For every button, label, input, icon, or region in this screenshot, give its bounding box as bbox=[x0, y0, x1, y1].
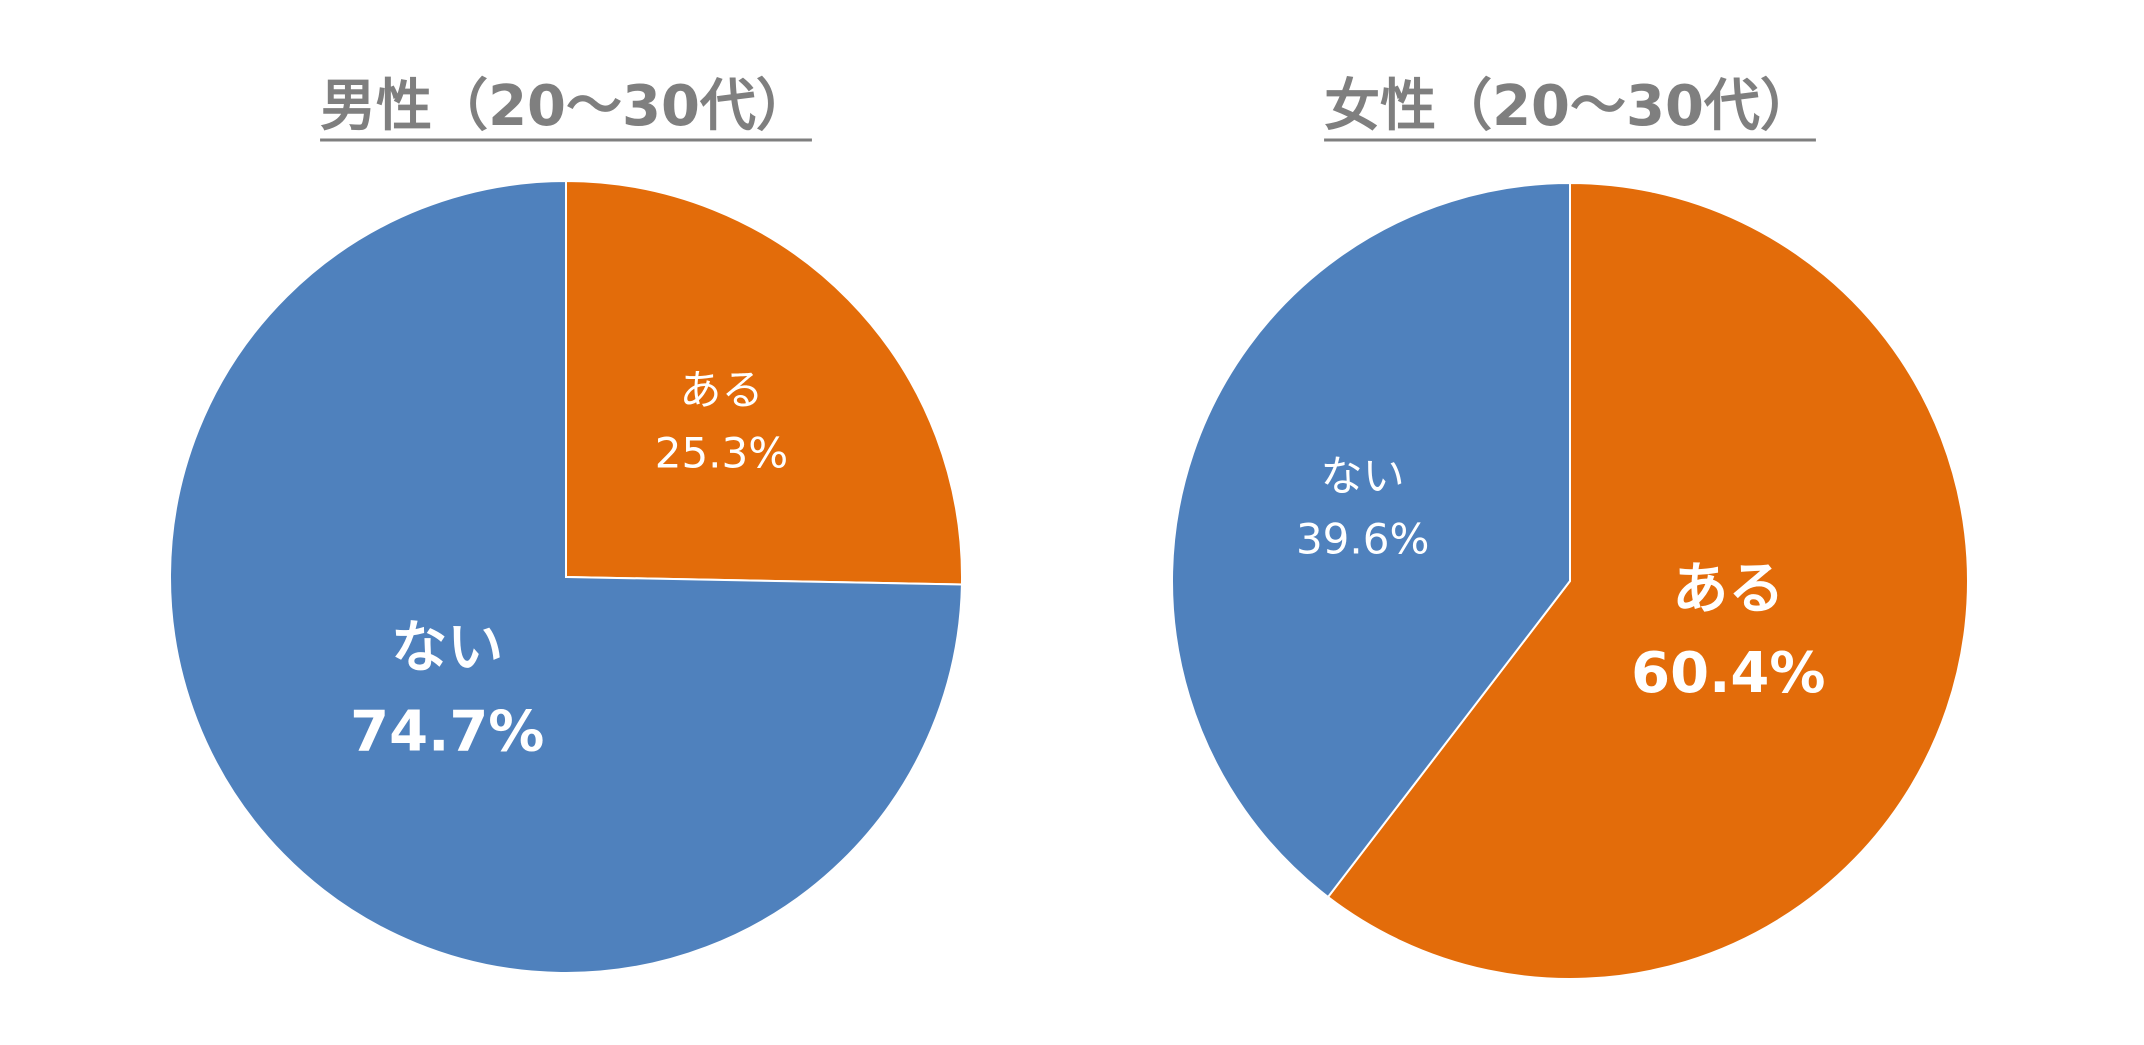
slice-category-label: ない bbox=[1321, 452, 1405, 501]
slice-category-label: ある bbox=[1672, 557, 1784, 622]
pie-slice bbox=[565, 179, 963, 586]
slice-category-label: ある bbox=[679, 365, 763, 414]
pie-slice bbox=[1171, 181, 1571, 899]
chart-title: 男性（20～30代） bbox=[320, 74, 812, 139]
slice-value-label: 25.3% bbox=[655, 428, 788, 477]
chart-title: 女性（20～30代） bbox=[1324, 74, 1816, 139]
pie-slice bbox=[169, 179, 963, 974]
pie-slice bbox=[1326, 181, 1969, 980]
slice-category-label: ない bbox=[391, 616, 503, 681]
slice-value-label: 39.6% bbox=[1296, 515, 1429, 564]
slice-value-label: 74.7% bbox=[350, 700, 544, 765]
slice-value-label: 60.4% bbox=[1631, 641, 1825, 706]
